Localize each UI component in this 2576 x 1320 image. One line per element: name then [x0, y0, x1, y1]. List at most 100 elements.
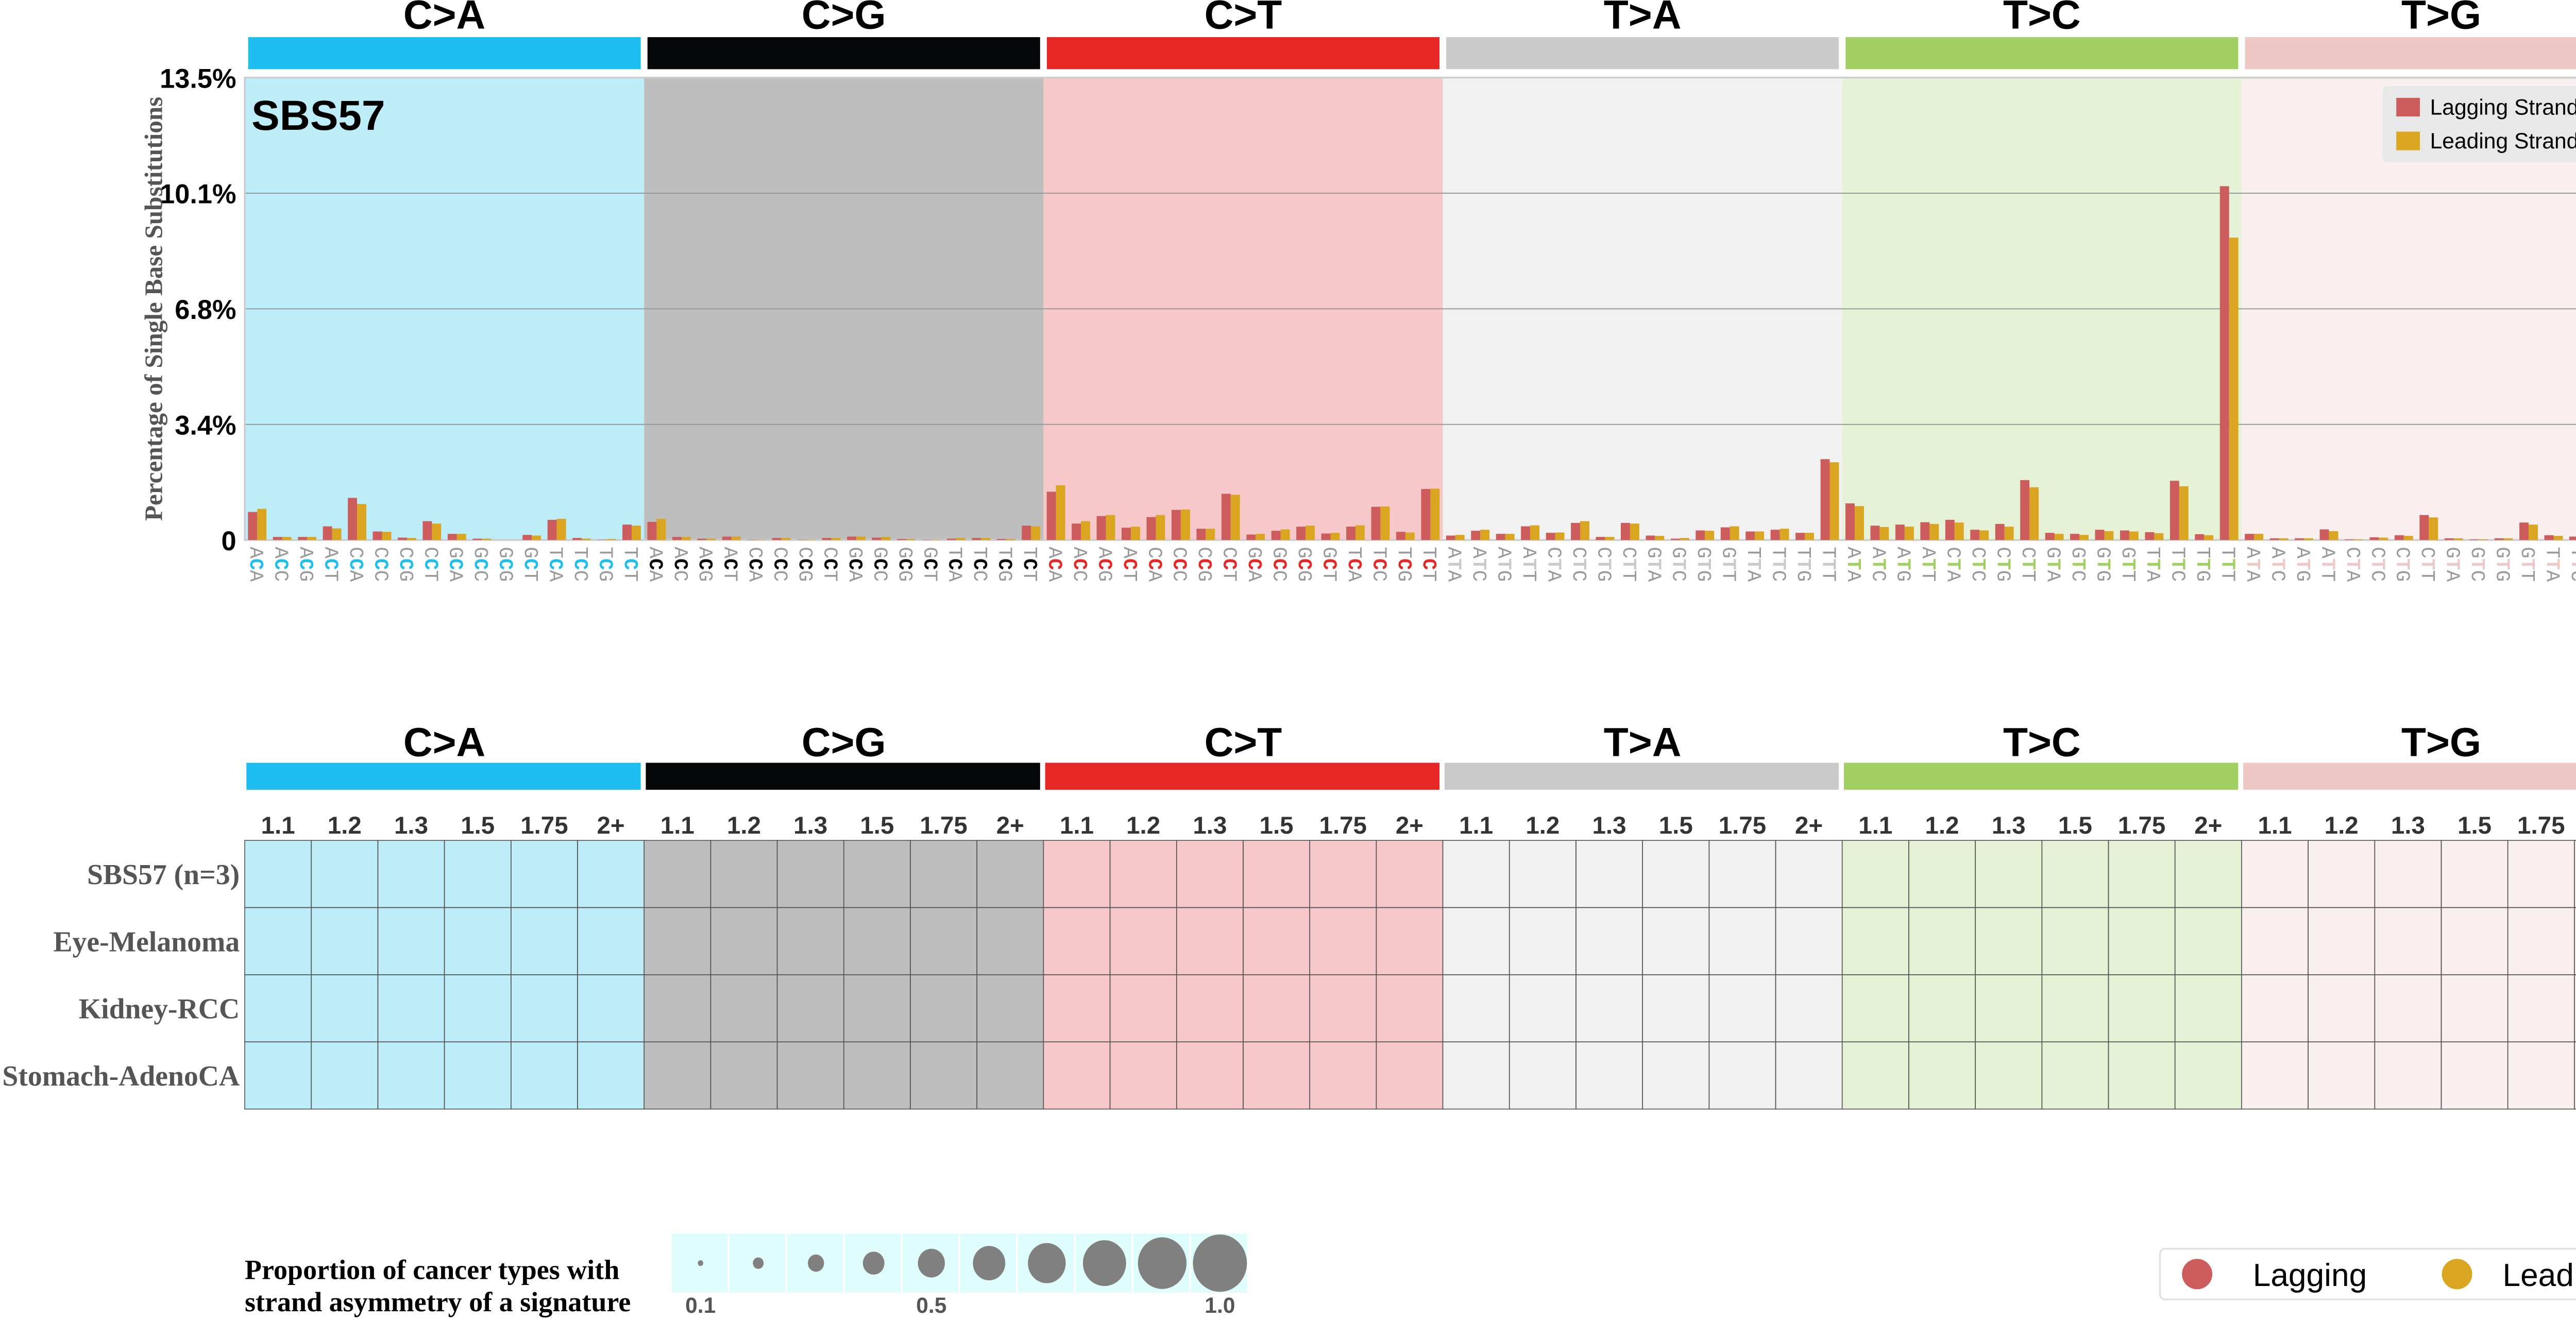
- bar-lagging-T>A-ATC: [1471, 531, 1481, 540]
- panel-header-bar: [1446, 37, 1839, 70]
- bar-lagging-T>A-CTT: [1620, 522, 1630, 540]
- bar-lagging-C>T-CCA: [1146, 517, 1156, 540]
- x-tick-label: CCG: [394, 547, 416, 582]
- x-tick-label: GCG: [893, 547, 915, 582]
- grid-panel-header-label: C>A: [403, 719, 485, 765]
- bar-leading-C>T-TCG: [1405, 532, 1415, 540]
- bar-leading-C>T-TCA: [1355, 525, 1365, 540]
- x-tick-label: GCG: [494, 547, 516, 582]
- grid-column-label: 1.2: [1126, 812, 1160, 839]
- bar-leading-T>A-CTA: [1555, 532, 1565, 540]
- x-tick-label: CCA: [1143, 547, 1164, 582]
- grid-column-label: 2+: [597, 812, 625, 839]
- bar-lagging-T>C-CTT: [2020, 480, 2030, 540]
- x-tick-label: TCG: [1393, 547, 1414, 582]
- grid-column-label: 1.2: [727, 812, 761, 839]
- bar-lagging-T>A-CTA: [1546, 533, 1555, 540]
- x-tick-label: TTA: [1742, 547, 1764, 582]
- x-tick-label: ATA: [2241, 547, 2263, 582]
- x-tick-label: ACT: [319, 547, 341, 582]
- x-tick-label: ATG: [1493, 547, 1514, 582]
- bar-leading-C>G-TCT: [1031, 526, 1041, 540]
- y-tick-label: 0: [222, 527, 236, 556]
- panel-header-label: T>C: [2003, 0, 2081, 38]
- grid-column-label: 1.3: [1592, 812, 1626, 839]
- bar-leading-T>A-TTT: [1829, 462, 1839, 540]
- grid-column-label: 1.5: [1659, 812, 1693, 839]
- grid-column-label: 1.5: [461, 812, 495, 839]
- size-legend-circle: [1028, 1243, 1066, 1283]
- size-legend-circle: [698, 1260, 703, 1266]
- grid-column-label: 1.5: [2458, 812, 2492, 839]
- x-tick-label: TCA: [1343, 547, 1364, 582]
- grid-column-label: 1.1: [2258, 812, 2292, 839]
- bar-lagging-C>T-GCC: [1271, 531, 1281, 540]
- grid-cell: [2574, 974, 2576, 1043]
- bar-lagging-C>A-ACC: [273, 537, 282, 540]
- legend-box: [2382, 86, 2576, 162]
- bar-leading-T>C-CTC: [1979, 530, 1989, 540]
- y-tick-label: 3.4%: [175, 411, 236, 441]
- bar-lagging-T>G-ATT: [2319, 529, 2329, 540]
- x-tick-label: GCA: [444, 547, 466, 582]
- bar-leading-C>T-ACC: [1081, 521, 1090, 540]
- bar-leading-C>A-CCC: [382, 532, 392, 540]
- x-tick-label: TCC: [569, 547, 590, 582]
- bar-leading-C>G-ACT: [731, 536, 741, 540]
- grid-column-label: 1.1: [1060, 812, 1094, 839]
- bar-lagging-C>A-TCT: [622, 524, 632, 540]
- bar-leading-T>A-GTA: [1655, 536, 1665, 540]
- bar-lagging-C>A-GCA: [447, 534, 457, 540]
- bar-legend: Lagging Strand Leading Strand: [2382, 86, 2576, 162]
- bar-leading-T>C-GTG: [2104, 531, 2114, 540]
- bar-leading-C>G-ACG: [706, 538, 716, 540]
- bar-leading-C>A-GCT: [532, 535, 541, 540]
- bar-leading-C>T-CCC: [1180, 509, 1190, 540]
- bar-leading-C>T-ACG: [1106, 515, 1115, 540]
- grid-column-label: 1.1: [1459, 812, 1493, 839]
- x-tick-label: CCC: [369, 547, 391, 582]
- bar-leading-C>A-ACA: [257, 509, 267, 540]
- bar-leading-C>G-GCG: [906, 539, 916, 540]
- bar-leading-T>G-CTC: [2379, 537, 2388, 540]
- x-tick-label: ATT: [1917, 547, 1938, 582]
- grid-column-label: 1.75: [1319, 812, 1367, 839]
- bar-lagging-C>G-TCT: [1022, 526, 1031, 540]
- bar-lagging-C>T-TCC: [1371, 506, 1381, 540]
- bar-lagging-C>G-TCG: [996, 539, 1006, 540]
- bar-lagging-T>G-ATA: [2245, 534, 2255, 540]
- x-tick-label: ATA: [1443, 547, 1464, 582]
- grid-panel-header-bar: [1843, 763, 2239, 790]
- x-tick-label: GCC: [868, 547, 890, 582]
- bar-lagging-T>C-GTT: [2120, 530, 2129, 540]
- grid-column-label: 1.1: [1858, 812, 1892, 839]
- grid-column-label: 1.5: [860, 812, 894, 839]
- bar-lagging-T>A-ATA: [1446, 535, 1455, 540]
- x-tick-label: ACT: [1118, 547, 1140, 582]
- bar-leading-C>A-ACC: [282, 537, 292, 540]
- bar-lagging-C>G-CCT: [822, 538, 832, 540]
- chart-title: SBS57: [251, 92, 385, 139]
- x-tick-label: CCT: [419, 547, 440, 582]
- bar-leading-C>T-CCG: [1206, 529, 1215, 540]
- x-tick-label: TTT: [2216, 547, 2238, 582]
- bar-lagging-T>G-GTG: [2494, 538, 2504, 540]
- bar-lagging-C>T-GCT: [1321, 533, 1331, 540]
- x-tick-label: GTT: [2516, 547, 2537, 582]
- x-tick-label: GTT: [1717, 547, 1739, 582]
- bar-leading-T>C-ATC: [1879, 527, 1889, 540]
- bar-leading-T>A-CTT: [1630, 523, 1639, 540]
- bar-leading-C>G-TCG: [1006, 539, 1015, 540]
- bar-lagging-C>G-CCC: [772, 538, 782, 540]
- x-tick-label: ACG: [693, 547, 715, 582]
- bar-leading-C>T-GCA: [1256, 534, 1265, 540]
- x-tick-label: TCC: [968, 547, 990, 582]
- x-tick-label: ACA: [244, 547, 266, 582]
- x-tick-label: TTG: [2191, 547, 2213, 582]
- bar-leading-C>G-GCA: [856, 536, 866, 540]
- bar-lagging-C>A-GCC: [472, 538, 482, 540]
- x-tick-label: ACC: [269, 547, 291, 582]
- bar-lagging-C>A-GCT: [522, 535, 532, 540]
- bar-lagging-T>C-ATA: [1845, 503, 1855, 540]
- panel-header-bar: [1845, 37, 2239, 70]
